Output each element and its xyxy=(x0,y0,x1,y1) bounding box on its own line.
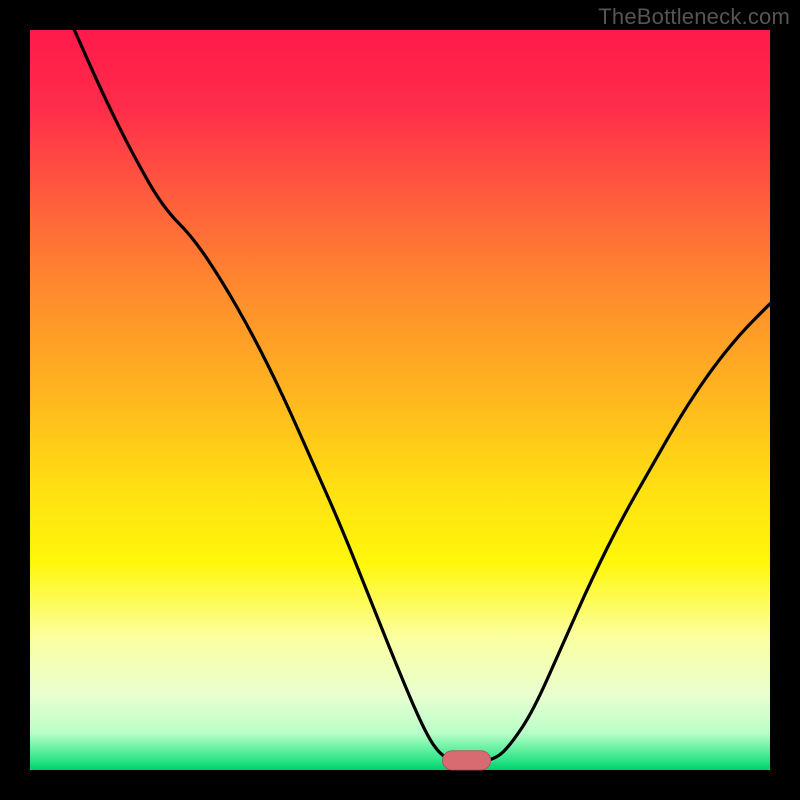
plot-background xyxy=(30,30,770,770)
watermark-text: TheBottleneck.com xyxy=(598,4,790,30)
bottleneck-curve-chart xyxy=(0,0,800,800)
optimum-marker xyxy=(443,751,491,770)
chart-container: TheBottleneck.com xyxy=(0,0,800,800)
